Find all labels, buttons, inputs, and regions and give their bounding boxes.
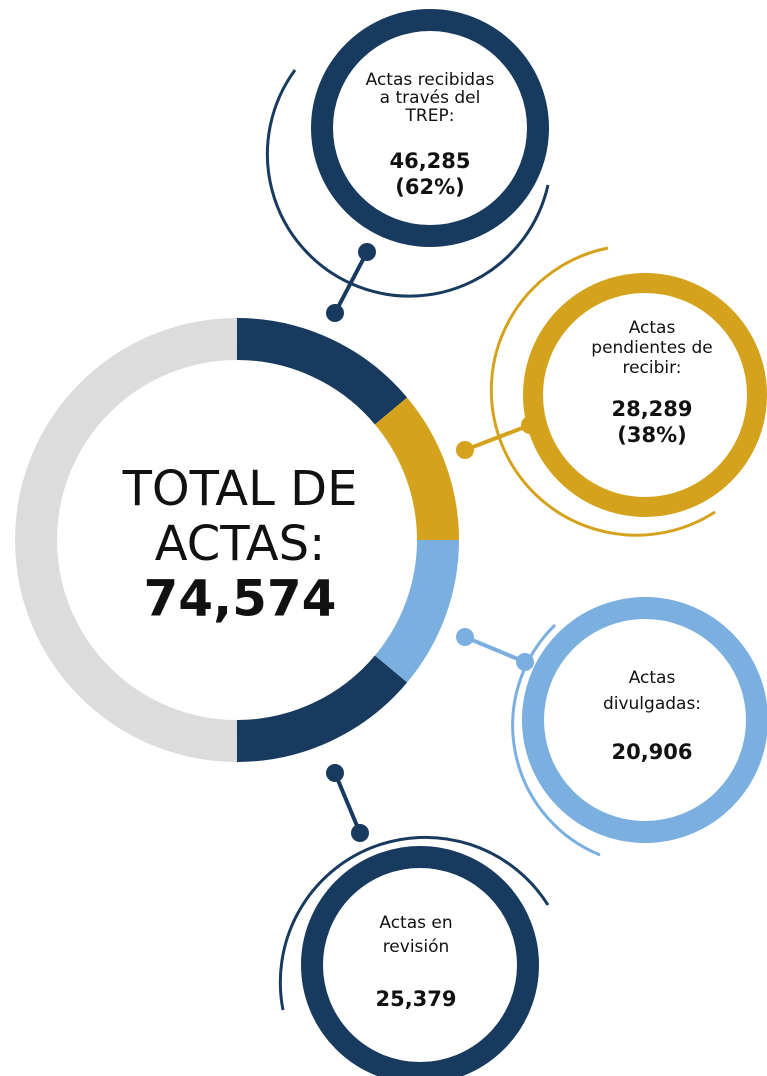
center-total: 74,574 — [144, 570, 337, 628]
node-label: Actas — [629, 318, 676, 338]
node-arc — [489, 246, 716, 537]
node-label: recibir: — [622, 358, 681, 378]
node-arc — [278, 835, 550, 1011]
connector-dot — [351, 824, 369, 842]
ring-segment — [236, 318, 408, 425]
node-value: (38%) — [617, 423, 686, 447]
node-label: TREP: — [405, 106, 455, 126]
node-label: Actas en — [379, 913, 452, 933]
connector-dot — [516, 653, 534, 671]
connector-dot — [456, 628, 474, 646]
connector-dot — [456, 441, 474, 459]
node-rings — [265, 9, 767, 1076]
ring-segment — [374, 539, 459, 683]
connector — [333, 772, 362, 834]
ring-segment — [374, 397, 459, 541]
connector-dot — [521, 416, 539, 434]
center-title: TOTAL DE — [122, 461, 358, 517]
connector — [333, 251, 369, 314]
total-ring — [15, 318, 459, 762]
node-label: revisión — [383, 937, 450, 957]
node-ring — [301, 846, 539, 1076]
ring-segment — [236, 655, 408, 762]
node-value: 46,285 — [389, 149, 470, 173]
node-ring — [523, 273, 767, 517]
connectors — [326, 243, 539, 842]
connector — [464, 423, 531, 452]
connector-dot — [326, 764, 344, 782]
node-ring — [522, 597, 767, 843]
node-value: 28,289 — [611, 397, 692, 421]
node-value: (62%) — [395, 175, 464, 199]
connector-dot — [326, 304, 344, 322]
connector-dot — [358, 243, 376, 261]
node-ring — [311, 9, 549, 247]
node-label: Actas recibidas — [366, 70, 495, 90]
node-value: 25,379 — [375, 987, 456, 1011]
connector — [464, 635, 526, 664]
node-label: a través del — [380, 88, 481, 108]
node-label: Actas — [629, 668, 676, 688]
node-value: 20,906 — [611, 740, 692, 764]
node-label: divulgadas: — [603, 694, 701, 714]
node-label: pendientes de — [591, 338, 712, 358]
ring-segment — [15, 318, 238, 762]
center-title: ACTAS: — [155, 516, 326, 572]
